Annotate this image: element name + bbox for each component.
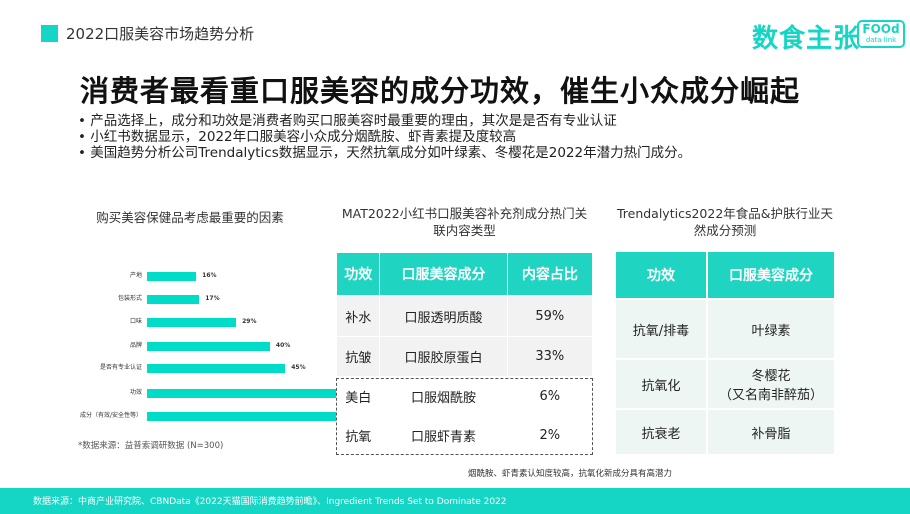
- bar-row: 产地 16%: [60, 272, 340, 284]
- highlight-box: [336, 378, 593, 455]
- table-row: 美白 口服烟酰胺 6%: [335, 376, 594, 416]
- bar-label: 品牌: [129, 342, 142, 349]
- bar: [147, 389, 353, 398]
- table1-title: MAT2022小红书口服美容补充剂成分热门关联内容类型: [341, 206, 588, 238]
- logo-badge: FOOd data link: [857, 20, 905, 48]
- table-row: 补水 口服透明质酸 59%: [335, 295, 594, 337]
- bar-label: 是否有专业认证: [99, 364, 142, 371]
- table-header: 内容占比: [506, 252, 594, 296]
- bar-row: 是否有专业认证 45%: [60, 364, 340, 376]
- bullet-list: 产品选择上，成分和功效是消费者购买口服美容时最重要的理由，其次是是否有专业认证 …: [90, 113, 691, 161]
- table-header: 功效: [614, 250, 708, 300]
- bar-value: 40%: [275, 342, 291, 349]
- bar: [147, 342, 270, 351]
- bar: [147, 412, 359, 421]
- table-cell: 补骨脂: [706, 408, 836, 456]
- bar: [147, 295, 200, 304]
- table1-note: 烟酰胺、虾青素认知度较高，抗氧化新成分具有高潜力: [468, 469, 673, 479]
- bar: [147, 318, 237, 327]
- table-cell: 抗衰老: [614, 408, 708, 456]
- section-marker: [41, 25, 58, 42]
- table-cell: 6%: [506, 376, 594, 416]
- bar-value: 45%: [291, 364, 306, 371]
- table-cell: 叶绿素: [706, 298, 836, 360]
- bar-row: 包装形式 17%: [60, 295, 340, 307]
- table-cell: 冬樱花 （又名南非醉茄）: [706, 358, 836, 410]
- table-header: 功效: [335, 252, 381, 296]
- table-row: 抗氧化 冬樱花 （又名南非醉茄）: [614, 358, 836, 410]
- bar-value: 16%: [202, 272, 217, 279]
- table1: 功效 口服美容成分 内容占比 补水 口服透明质酸 59% 抗皱 口服胶原蛋白 33% 美白 口服烟…: [335, 252, 594, 456]
- footer-source: 数据来源：中商产业研究院、CBNData《2022天猫国际消费趋势前瞻》、Ing…: [0, 488, 910, 514]
- bar: [147, 364, 286, 373]
- bar-row: 口味 29%: [60, 318, 340, 330]
- section-title: 2022口服美容市场趋势分析: [66, 25, 255, 43]
- table2-title: Trendalytics2022年食品&护肤行业天然成分预测: [616, 206, 834, 238]
- table-cell: 33%: [506, 336, 594, 377]
- table-cell: 美白: [335, 376, 381, 416]
- table-cell: 口服虾青素: [379, 415, 508, 456]
- bar-label: 产地: [129, 272, 142, 279]
- table-cell: 抗皱: [335, 336, 381, 377]
- table-row: 抗皱 口服胶原蛋白 33%: [335, 336, 594, 377]
- bullet: 小红书数据显示，2022年口服美容小众成分烟酰胺、虾青素提及度较高: [90, 129, 691, 145]
- bar-row: 品牌 40%: [60, 342, 340, 354]
- table-cell: 补水: [335, 295, 381, 337]
- bar-label: 口味: [129, 318, 142, 325]
- bar-label: 包装形式: [117, 295, 142, 302]
- table-header: 口服美容成分: [706, 250, 836, 300]
- bar: [147, 272, 197, 281]
- logo: 数食主张: [752, 24, 861, 54]
- table-header: 口服美容成分: [379, 252, 508, 296]
- table-cell: 抗氧/排毒: [614, 298, 708, 360]
- bar-label: 成分（有效/安全性等）: [79, 412, 142, 419]
- table-row: 抗氧/排毒 叶绿素: [614, 298, 836, 360]
- table-cell: 抗氧: [335, 415, 381, 456]
- table-row: 抗氧 口服虾青素 2%: [335, 415, 594, 456]
- bullet: 产品选择上，成分和功效是消费者购买口服美容时最重要的理由，其次是是否有专业认证: [90, 113, 691, 129]
- table-cell: 59%: [506, 295, 594, 337]
- table-cell: 口服胶原蛋白: [379, 336, 508, 377]
- chart-title: 购买美容保健品考虑最重要的因素: [96, 210, 284, 225]
- table-cell: 2%: [506, 415, 594, 456]
- page-title: 消费者最看重口服美容的成分功效，催生小众成分崛起: [80, 74, 801, 108]
- table-row: 抗衰老 补骨脂: [614, 408, 836, 456]
- logo-badge-bottom: data link: [865, 36, 897, 44]
- table-cell: 抗氧化: [614, 358, 708, 410]
- bullet: 美国趋势分析公司Trendalytics数据显示，天然抗氧成分如叶绿素、冬樱花是…: [90, 145, 691, 161]
- bar-label: 功效: [129, 389, 142, 396]
- logo-badge-top: FOOd: [862, 22, 900, 36]
- table-cell: 口服透明质酸: [379, 295, 508, 337]
- table2: 功效 口服美容成分 抗氧/排毒 叶绿素 抗氧化 冬樱花 （又名南非醉茄） 抗衰老 补骨脂: [614, 250, 836, 456]
- chart-source: *数据来源：益普索调研数据 (N=300): [78, 441, 224, 451]
- bar-row: 功效67%: [60, 389, 373, 401]
- bar-value: 17%: [205, 295, 220, 302]
- table-cell: 口服烟酰胺: [379, 376, 508, 416]
- bar-value: 29%: [242, 318, 257, 325]
- bar-row: 成分（有效/安全性等）69%: [60, 412, 379, 424]
